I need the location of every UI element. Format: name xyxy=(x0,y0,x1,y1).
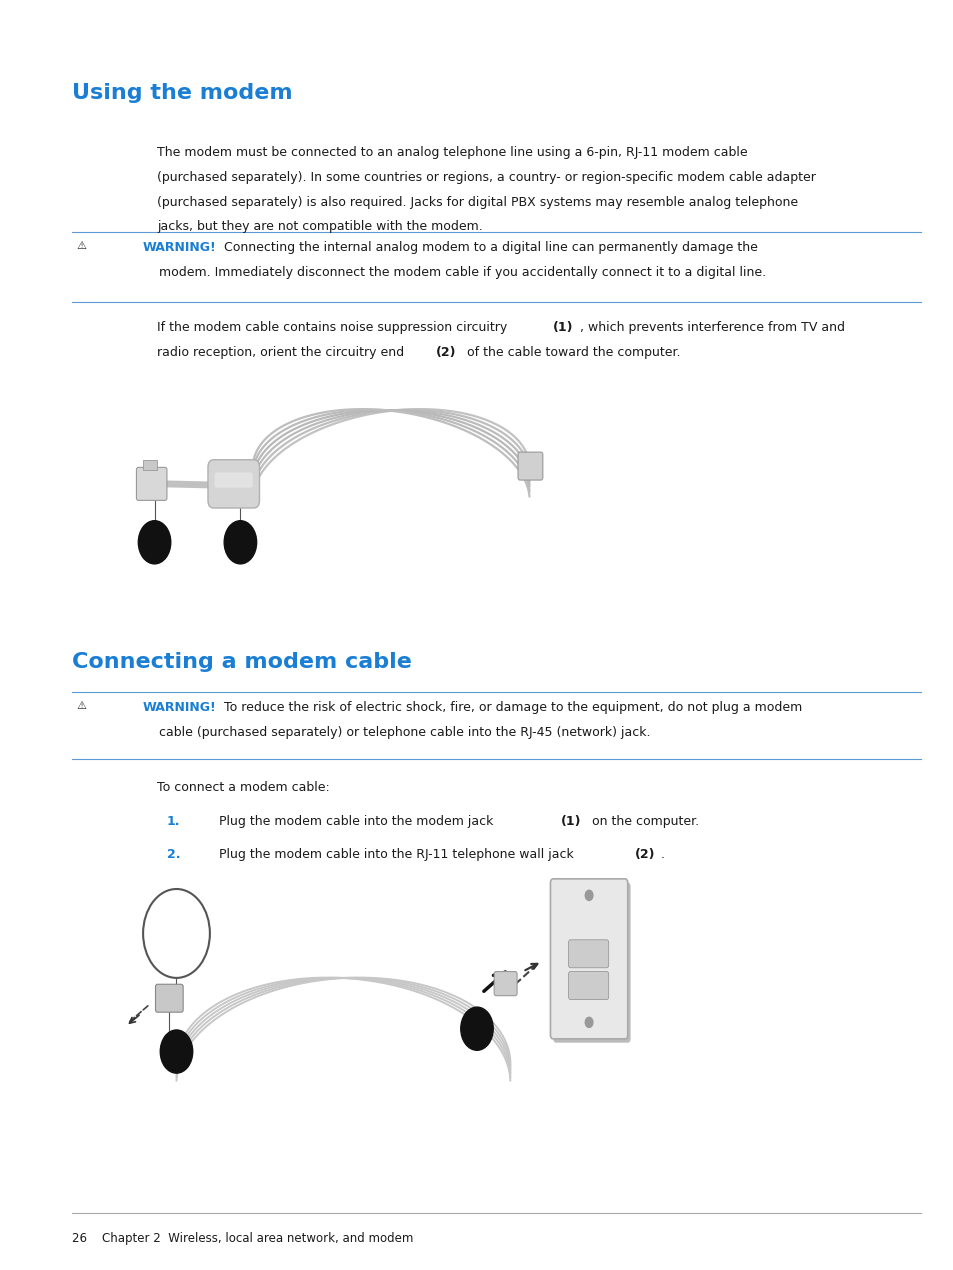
Text: Using the modem: Using the modem xyxy=(71,83,292,103)
Text: (2): (2) xyxy=(436,345,456,359)
FancyBboxPatch shape xyxy=(155,984,183,1012)
Text: 2.: 2. xyxy=(167,848,180,861)
Text: ⚠: ⚠ xyxy=(76,241,86,251)
Text: WARNING!: WARNING! xyxy=(143,241,216,254)
Bar xyxy=(143,460,157,470)
Text: ⚠: ⚠ xyxy=(76,701,86,711)
FancyBboxPatch shape xyxy=(568,940,608,968)
Circle shape xyxy=(224,521,256,564)
Text: , which prevents interference from TV and: , which prevents interference from TV an… xyxy=(579,321,844,334)
Text: 1.: 1. xyxy=(167,815,180,828)
Text: modem. Immediately disconnect the modem cable if you accidentally connect it to : modem. Immediately disconnect the modem … xyxy=(159,265,765,279)
Circle shape xyxy=(584,890,592,900)
Text: (2): (2) xyxy=(634,848,654,861)
Text: on the computer.: on the computer. xyxy=(587,815,698,828)
Text: The modem must be connected to an analog telephone line using a 6-pin, RJ-11 mod: The modem must be connected to an analog… xyxy=(157,146,747,159)
Text: 2: 2 xyxy=(473,1024,480,1034)
FancyBboxPatch shape xyxy=(208,460,259,508)
FancyBboxPatch shape xyxy=(136,467,167,500)
Text: Connecting the internal analog modem to a digital line can permanently damage th: Connecting the internal analog modem to … xyxy=(224,241,758,254)
Text: cable (purchased separately) or telephone cable into the RJ-45 (network) jack.: cable (purchased separately) or telephon… xyxy=(159,726,650,739)
Text: 26    Chapter 2  Wireless, local area network, and modem: 26 Chapter 2 Wireless, local area networ… xyxy=(71,1232,413,1245)
Text: If the modem cable contains noise suppression circuitry: If the modem cable contains noise suppre… xyxy=(157,321,511,334)
Text: of the cable toward the computer.: of the cable toward the computer. xyxy=(462,345,679,359)
Circle shape xyxy=(460,1007,493,1050)
Text: To connect a modem cable:: To connect a modem cable: xyxy=(157,781,330,794)
Text: (1): (1) xyxy=(553,321,573,334)
Text: WARNING!: WARNING! xyxy=(143,701,216,714)
Text: 1: 1 xyxy=(236,537,244,547)
Text: Plug the modem cable into the modem jack: Plug the modem cable into the modem jack xyxy=(219,815,497,828)
Text: 1: 1 xyxy=(172,1046,180,1057)
Text: 2: 2 xyxy=(151,537,158,547)
Text: .: . xyxy=(660,848,664,861)
Text: To reduce the risk of electric shock, fire, or damage to the equipment, do not p: To reduce the risk of electric shock, fi… xyxy=(224,701,801,714)
Circle shape xyxy=(584,1017,592,1027)
Text: (purchased separately) is also required. Jacks for digital PBX systems may resem: (purchased separately) is also required.… xyxy=(157,196,798,208)
Text: Connecting a modem cable: Connecting a modem cable xyxy=(71,652,411,672)
Text: radio reception, orient the circuitry end: radio reception, orient the circuitry en… xyxy=(157,345,408,359)
FancyBboxPatch shape xyxy=(494,972,517,996)
FancyBboxPatch shape xyxy=(517,452,542,480)
Text: (1): (1) xyxy=(560,815,580,828)
Circle shape xyxy=(160,1030,193,1073)
Circle shape xyxy=(138,521,171,564)
Text: (purchased separately). In some countries or regions, a country- or region-speci: (purchased separately). In some countrie… xyxy=(157,170,816,184)
FancyBboxPatch shape xyxy=(550,879,627,1039)
Circle shape xyxy=(143,889,210,978)
Text: Plug the modem cable into the RJ-11 telephone wall jack: Plug the modem cable into the RJ-11 tele… xyxy=(219,848,578,861)
FancyBboxPatch shape xyxy=(553,883,630,1043)
FancyBboxPatch shape xyxy=(214,472,253,488)
FancyBboxPatch shape xyxy=(568,972,608,999)
Text: jacks, but they are not compatible with the modem.: jacks, but they are not compatible with … xyxy=(157,221,482,234)
